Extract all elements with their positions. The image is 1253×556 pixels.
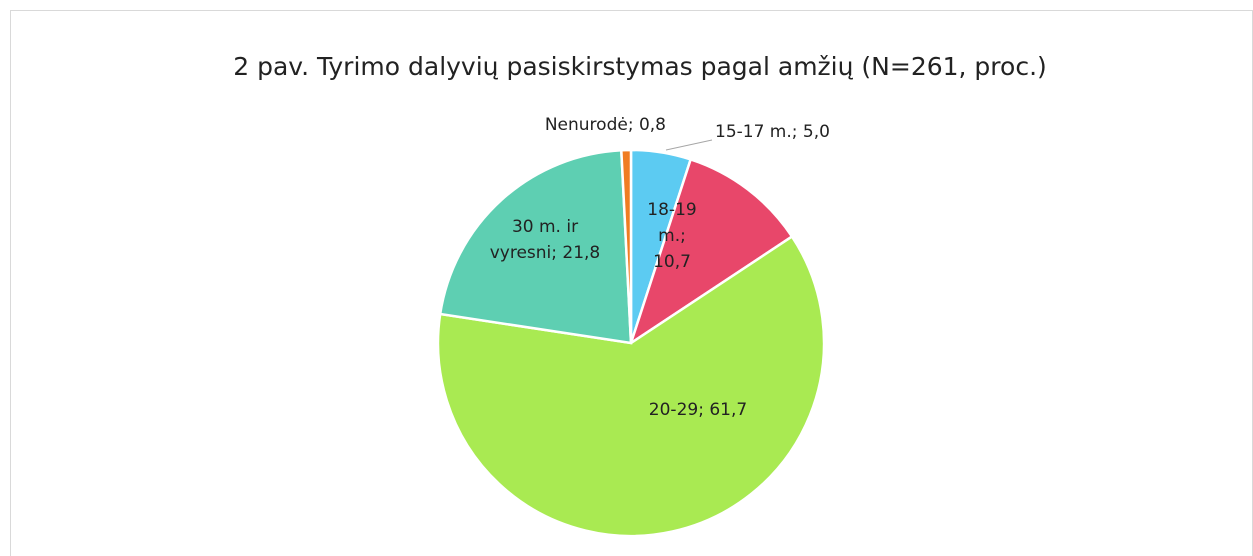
pie-slice (436, 234, 826, 538)
data-label: 15-17 m.; 5,0 (715, 122, 830, 142)
data-label-line: 15-17 m.; 5,0 (715, 122, 830, 142)
data-label-line: Nenurodė; 0,8 (545, 115, 666, 135)
chart-title: 2 pav. Tyrimo dalyvių pasiskirstymas pag… (233, 52, 1047, 81)
data-label: 18-19 m.; 10,7 (647, 200, 696, 272)
leader-line (665, 139, 713, 151)
pie-slice (628, 157, 794, 347)
data-label-line: 18-19 (647, 200, 696, 220)
data-label-line: m.; (658, 226, 686, 246)
data-label-line: vyresni; 21,8 (490, 243, 601, 263)
data-label-line: 30 m. ir (512, 217, 578, 237)
pie-slice (438, 148, 633, 345)
pie-slice (619, 148, 633, 344)
data-label: 20-29; 61,7 (649, 400, 747, 420)
data-label-line: 10,7 (653, 252, 691, 272)
data-label: 30 m. ir vyresni; 21,8 (490, 217, 601, 263)
data-label: Nenurodė; 0,8 (545, 115, 666, 135)
data-label-line: 20-29; 61,7 (649, 400, 747, 420)
